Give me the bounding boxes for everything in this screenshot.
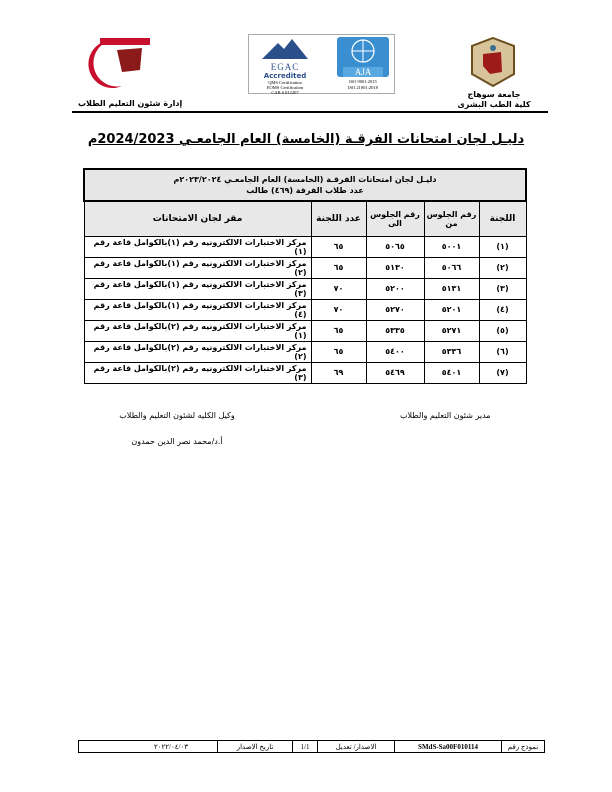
header-from: رقم الجلوس من — [423, 200, 480, 237]
to-cell: ٥٤٠٠ — [365, 340, 425, 363]
to-cell: ٥١٣٠ — [365, 256, 425, 279]
egac-logo: EGAC Accredited QMS Certification EOMS C… — [255, 37, 315, 95]
faculty-name: كلية الطب البشرى — [457, 100, 531, 109]
table-caption: دليـل لجان امتحانات الفرقـة (الخامسة) ال… — [83, 168, 527, 202]
department-caption: إدارة شئون التعليم الطلاب — [78, 99, 183, 108]
edition-value: 1/1 — [292, 740, 318, 753]
table-row: (٧) ٥٤٠١ ٥٤٦٩ ٦٩ مركز الاختبارات الالكترونيه… — [83, 361, 527, 384]
table-row: (٥) ٥٢٧١ ٥٣٣٥ ٦٥ مركز الاختبارات الالكترونيه… — [83, 319, 527, 342]
committee-cell: (٥) — [478, 319, 527, 342]
header-location: مقر لجان الامتحانات — [83, 200, 312, 237]
location-cell: مركز الاختبارات الالكترونيه رقم (٢)بالكو… — [83, 319, 312, 342]
from-cell: ٥٢٧١ — [423, 319, 480, 342]
edition-label: الاصدار/ تعديل — [317, 740, 395, 753]
to-cell: ٥٢٠٠ — [365, 277, 425, 300]
from-cell: ٥٠٠١ — [423, 235, 480, 258]
issue-date-label: تاريخ الاصدار — [217, 740, 293, 753]
university-name: جامعة سوهاج — [467, 90, 521, 99]
count-cell: ٧٠ — [310, 298, 367, 321]
header-count: عدد اللجنة — [310, 200, 367, 237]
count-cell: ٦٥ — [310, 319, 367, 342]
count-cell: ٧٠ — [310, 277, 367, 300]
table-row: (١) ٥٠٠١ ٥٠٦٥ ٦٥ مركز الاختبارات الالكترونيه… — [83, 235, 527, 258]
form-number: SMdS-Sa00F010114 — [394, 740, 502, 753]
signature-vice-dean: وكيل الكليه لشئون التعليم والطلاب — [119, 411, 235, 420]
committee-cell: (٢) — [478, 256, 527, 279]
from-cell: ٥١٣١ — [423, 277, 480, 300]
count-cell: ٦٥ — [310, 340, 367, 363]
location-cell: مركز الاختبارات الالكترونيه رقم (٢)بالكو… — [83, 361, 312, 384]
location-cell: مركز الاختبارات الالكترونيه رقم (١)بالكو… — [83, 256, 312, 279]
committee-cell: (٤) — [478, 298, 527, 321]
form-footer: نموذج رقم SMdS-Sa00F010114 الاصدار/ تعدي… — [78, 740, 545, 753]
vice-dean-name: أ.د/محمد نصر الدين حمدون — [131, 437, 223, 446]
to-cell: ٥٢٧٠ — [365, 298, 425, 321]
count-cell: ٦٥ — [310, 256, 367, 279]
aja-logo: AJA — [337, 37, 389, 77]
university-logo — [468, 36, 518, 88]
form-number-label: نموذج رقم — [501, 740, 545, 753]
location-cell: مركز الاختبارات الالكترونيه رقم (١)بالكو… — [83, 277, 312, 300]
table-row: (٣) ٥١٣١ ٥٢٠٠ ٧٠ مركز الاختبارات الالكترونيه… — [83, 277, 527, 300]
certification-box: EGAC Accredited QMS Certification EOMS C… — [248, 34, 395, 95]
to-cell: ٥٣٣٥ — [365, 319, 425, 342]
table-header-row: اللجنة رقم الجلوس من رقم الجلوس الى عدد … — [83, 200, 527, 237]
location-cell: مركز الاختبارات الالكترونيه رقم (٢)بالكو… — [83, 340, 312, 363]
from-cell: ٥٠٦٦ — [423, 256, 480, 279]
committee-cell: (٧) — [478, 361, 527, 384]
header-divider — [72, 111, 548, 113]
committee-cell: (٣) — [478, 277, 527, 300]
committee-cell: (٦) — [478, 340, 527, 363]
table-row: (٢) ٥٠٦٦ ٥١٣٠ ٦٥ مركز الاختبارات الالكترونيه… — [83, 256, 527, 279]
count-cell: ٦٩ — [310, 361, 367, 384]
student-affairs-logo — [82, 36, 162, 90]
from-cell: ٥٣٣٦ — [423, 340, 480, 363]
header-committee: اللجنة — [478, 200, 527, 237]
header-to: رقم الجلوس الى — [365, 200, 425, 237]
to-cell: ٥٠٦٥ — [365, 235, 425, 258]
location-cell: مركز الاختبارات الالكترونيه رقم (١)بالكو… — [83, 235, 312, 258]
committees-table: دليـل لجان امتحانات الفرقـة (الخامسة) ال… — [83, 168, 527, 384]
page-title: دليـل لجان امتحانات الفرقـة (الخامسة) ال… — [87, 132, 525, 147]
table-row: (٦) ٥٣٣٦ ٥٤٠٠ ٦٥ مركز الاختبارات الالكترونيه… — [83, 340, 527, 363]
table-row: (٤) ٥٢٠١ ٥٢٧٠ ٧٠ مركز الاختبارات الالكترونيه… — [83, 298, 527, 321]
from-cell: ٥٢٠١ — [423, 298, 480, 321]
issue-date: ٢٠٢٢/٠٤/٠٣ — [78, 740, 218, 753]
location-cell: مركز الاختبارات الالكترونيه رقم (١)بالكو… — [83, 298, 312, 321]
to-cell: ٥٤٦٩ — [365, 361, 425, 384]
signature-director: مدير شئون التعليم والطلاب — [400, 411, 491, 420]
committee-cell: (١) — [478, 235, 527, 258]
from-cell: ٥٤٠١ — [423, 361, 480, 384]
count-cell: ٦٥ — [310, 235, 367, 258]
